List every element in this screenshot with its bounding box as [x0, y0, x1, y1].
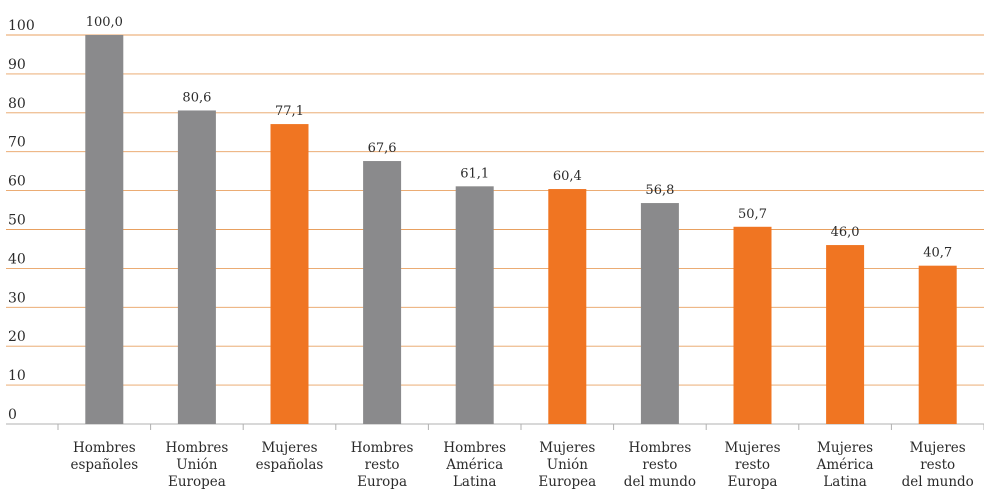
data-label: 40,7 [923, 246, 952, 261]
bar [733, 226, 772, 424]
x-category-label-line: españolas [256, 457, 324, 473]
y-tick-label: 80 [8, 96, 26, 112]
data-label: 80,6 [182, 90, 211, 105]
x-category-label: Hombres resto del mundo [624, 440, 696, 490]
x-category-label-line: Mujeres [817, 440, 873, 456]
x-category-label-line: resto [365, 457, 400, 473]
bar [548, 189, 587, 424]
x-category-label: Mujeres América Latina [816, 440, 874, 490]
x-category-label-line: del mundo [902, 474, 974, 490]
x-category-label-line: Europea [538, 474, 596, 490]
x-category-label: Mujeres resto del mundo [902, 440, 974, 490]
bar [177, 110, 216, 424]
x-category-label-line: Mujeres [724, 440, 780, 456]
x-category-label-line: Mujeres [261, 440, 317, 456]
x-category-label: Hombres españoles [70, 440, 138, 473]
data-label: 67,6 [368, 141, 397, 156]
x-category-label-line: Mujeres [539, 440, 595, 456]
x-category-label-line: Unión [547, 457, 589, 473]
y-tick-label: 0 [8, 407, 17, 423]
x-category-label: Hombres Unión Europea [166, 440, 229, 490]
x-category-label-line: Hombres [73, 440, 136, 456]
y-tick-label: 40 [8, 251, 26, 267]
data-label: 61,1 [460, 166, 489, 181]
data-label: 100,0 [86, 15, 123, 30]
bar [455, 186, 494, 424]
x-category-label-line: resto [920, 457, 955, 473]
y-tick-label: 30 [8, 290, 26, 306]
x-category-label-line: Hombres [351, 440, 414, 456]
x-category-label: Mujeres resto Europa [724, 440, 780, 490]
x-category-label-line: Mujeres [910, 440, 966, 456]
x-category-label-line: América [445, 457, 503, 473]
x-category-label: Mujeres españolas [256, 440, 324, 473]
x-category-label-line: Hombres [443, 440, 506, 456]
y-tick-label: 20 [8, 329, 26, 345]
y-tick-label: 100 [8, 18, 35, 34]
x-category-label-line: españoles [70, 457, 138, 473]
y-tick-label: 70 [8, 135, 26, 151]
y-tick-label: 90 [8, 57, 26, 73]
y-tick-label: 10 [8, 368, 26, 384]
data-label: 77,1 [275, 104, 304, 119]
x-category-label-line: Europa [357, 474, 407, 490]
x-category-label-line: Hombres [166, 440, 229, 456]
data-label: 60,4 [553, 169, 582, 184]
bar [85, 35, 124, 424]
data-label: 50,7 [738, 207, 767, 222]
bars [85, 35, 957, 425]
x-category-label: Hombres América Latina [443, 440, 506, 490]
x-category-label-line: Hombres [629, 440, 692, 456]
y-tick-label: 60 [8, 174, 26, 190]
bar [826, 245, 865, 424]
x-category-label-line: del mundo [624, 474, 696, 490]
x-category-label-line: América [816, 457, 874, 473]
bar [640, 203, 679, 424]
bar [363, 161, 402, 424]
x-category-label-line: resto [642, 457, 677, 473]
x-category-label-line: Europa [728, 474, 778, 490]
bar [918, 265, 957, 424]
y-axis-ticks: 0 10 20 30 40 50 60 70 80 90 100 [8, 18, 35, 423]
x-category-label: Mujeres Unión Europea [538, 440, 596, 490]
data-label: 56,8 [645, 183, 674, 198]
data-labels: 100,0 80,6 77,1 67,6 61,1 60,4 56,8 50,7 46,0 40,… [86, 15, 952, 261]
x-category-label-line: Latina [823, 474, 867, 490]
x-category-label-line: Unión [176, 457, 218, 473]
x-category-label-line: Europea [168, 474, 226, 490]
gridlines [6, 34, 984, 430]
x-category-label-line: Latina [453, 474, 497, 490]
bar [270, 124, 309, 425]
data-label: 46,0 [831, 225, 860, 240]
x-category-label: Hombres resto Europa [351, 440, 414, 490]
x-category-label-line: resto [735, 457, 770, 473]
y-tick-label: 50 [8, 213, 26, 229]
